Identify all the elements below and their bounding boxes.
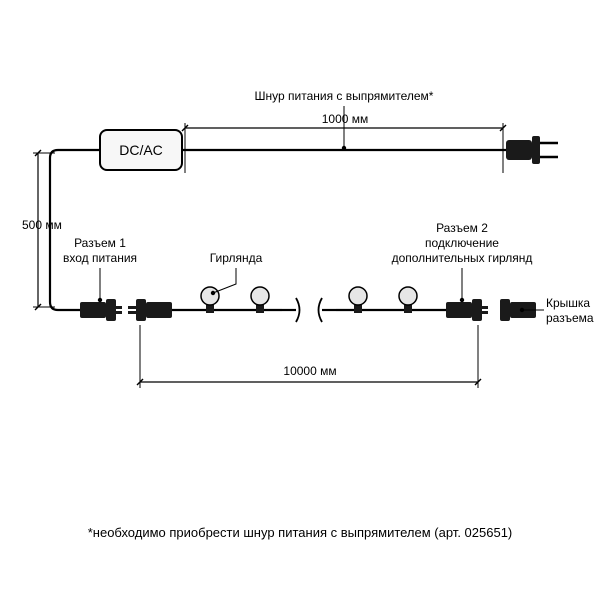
connector-1-female-icon [80, 299, 122, 321]
connector-2-male-icon [446, 299, 488, 321]
label-connector2-sub1: подключение [370, 236, 554, 252]
leader-dot [211, 291, 215, 295]
wire-break-icon [282, 298, 336, 322]
label-connector2-sub2: дополнительных гирлянд [370, 251, 554, 267]
label-cap-title: Крышка [546, 296, 590, 312]
dcac-label: DC/AC [119, 142, 163, 158]
leader-dot [520, 308, 524, 312]
label-len-bottom: 10000 мм [270, 364, 350, 380]
leader-dot [342, 146, 346, 150]
label-power-cord: Шнур питания с выпрямителем* [220, 89, 468, 105]
power-plug-icon [506, 136, 558, 164]
label-len-top: 1000 мм [310, 112, 380, 128]
leader-dot [460, 298, 464, 302]
label-connector2-title: Разъем 2 [370, 221, 554, 237]
label-garland: Гирлянда [204, 251, 268, 267]
footnote: *необходимо приобрести шнур питания с вы… [0, 525, 600, 540]
label-len-left: 500 мм [22, 218, 62, 234]
leader-dot [98, 298, 102, 302]
label-connector1-sub: вход питания [54, 251, 146, 267]
label-cap-sub: разъема [546, 311, 594, 327]
label-connector1-title: Разъем 1 [54, 236, 146, 252]
connector-1-male-icon [128, 299, 172, 321]
